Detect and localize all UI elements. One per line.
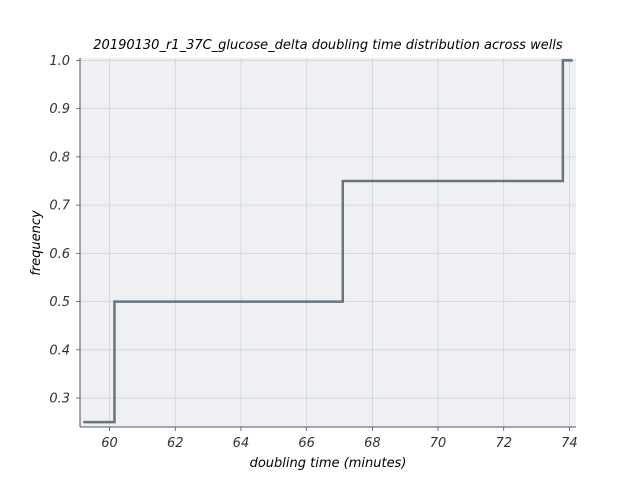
x-tick-label: 62 (167, 436, 184, 451)
x-tick-label: 72 (495, 436, 512, 451)
x-axis-label: doubling time (minutes) (250, 456, 407, 471)
plot-background (80, 58, 576, 427)
y-tick-label: 0.3 (49, 392, 70, 407)
y-tick-label: 1.0 (49, 54, 70, 69)
x-tick-label: 64 (233, 436, 250, 451)
y-tick-label: 0.9 (49, 102, 70, 117)
y-tick-label: 0.6 (49, 247, 70, 262)
series-line (83, 59, 573, 424)
y-tick-label: 0.8 (49, 150, 70, 165)
x-tick-label: 60 (101, 436, 118, 451)
y-axis-label: frequency (29, 210, 44, 276)
x-tick-label: 68 (364, 436, 381, 451)
chart-title: 20190130_r1_37C_glucose_delta doubling t… (93, 38, 563, 53)
y-tick-label: 0.5 (49, 295, 70, 310)
ticks: 60 62 64 66 68 70 72 74 0.3 0.4 0.5 0.6 0.7 0.8 0.9 1.0 (49, 54, 577, 451)
y-tick-label: 0.7 (49, 199, 70, 214)
x-tick-label: 74 (561, 436, 578, 451)
x-tick-label: 66 (298, 436, 315, 451)
series-layer (83, 59, 573, 424)
axes (79, 58, 576, 428)
x-tick-label: 70 (430, 436, 447, 451)
y-tick-label: 0.4 (49, 343, 70, 358)
